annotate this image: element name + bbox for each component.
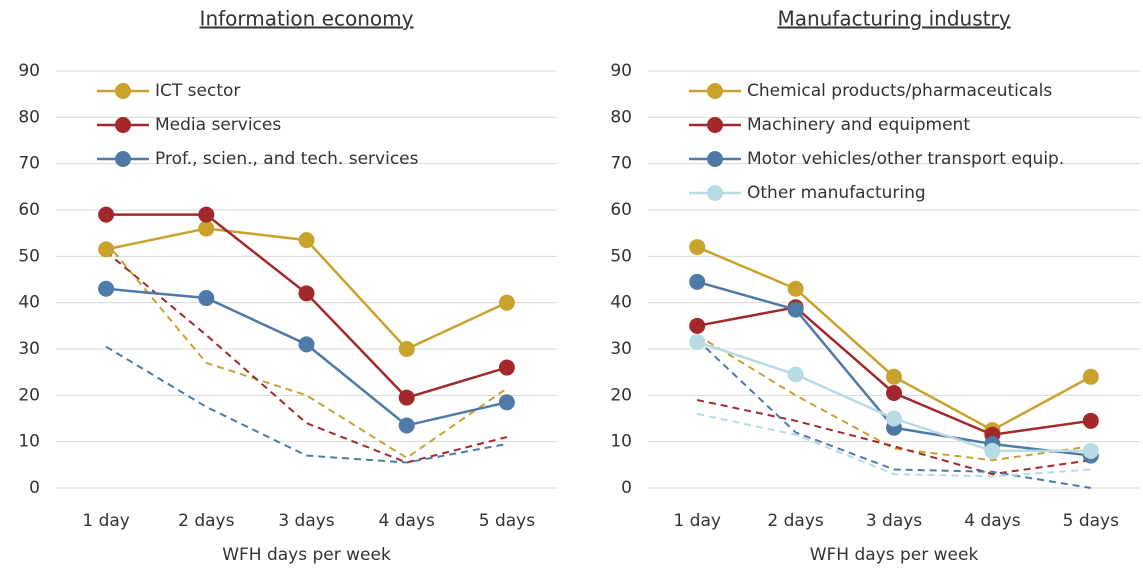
y-tick-label: 50 <box>18 246 40 266</box>
legend-marker <box>707 83 723 99</box>
x-axis-label: WFH days per week <box>810 545 979 565</box>
y-tick-label: 70 <box>18 154 40 174</box>
point <box>886 368 902 385</box>
x-tick-label: 2 days <box>767 511 823 531</box>
point <box>689 239 706 256</box>
x-tick-label: 2 days <box>178 511 234 531</box>
y-tick-label: 30 <box>610 339 632 359</box>
point <box>787 366 804 383</box>
point <box>98 241 115 258</box>
legend-label: Media services <box>155 115 281 135</box>
y-tick-label: 50 <box>610 246 632 266</box>
legend-marker <box>115 117 131 133</box>
legend-label: Other manufacturing <box>747 183 926 203</box>
y-tick-label: 60 <box>610 200 632 220</box>
point <box>298 285 315 302</box>
dashed-line <box>105 241 508 460</box>
x-tick-label: 1 day <box>82 511 130 531</box>
chart-title: Manufacturing industry <box>777 7 1010 31</box>
y-tick-label: 70 <box>610 154 632 174</box>
x-tick-label: 5 days <box>1063 511 1119 531</box>
legend-marker <box>707 185 723 201</box>
legend-marker <box>115 83 131 99</box>
x-tick-label: 1 day <box>673 511 721 531</box>
series-line <box>105 287 508 427</box>
x-tick-label: 4 days <box>379 511 435 531</box>
x-tick-label: 3 days <box>866 511 922 531</box>
point <box>198 220 215 237</box>
point <box>787 280 804 297</box>
y-tick-label: 10 <box>610 432 632 452</box>
y-tick-label: 40 <box>18 293 40 313</box>
dashed-line <box>696 412 1091 478</box>
point <box>984 442 1001 459</box>
y-tick-label: 80 <box>18 107 40 127</box>
y-tick-label: 90 <box>610 61 632 81</box>
x-axis-label: WFH days per week <box>222 545 391 565</box>
legend-label: Chemical products/pharmaceuticals <box>747 81 1052 101</box>
legend-label: Motor vehicles/other transport equip. <box>747 149 1064 169</box>
point <box>689 273 706 290</box>
series-line <box>696 245 1092 432</box>
y-tick-label: 0 <box>29 478 40 498</box>
x-tick-label: 3 days <box>278 511 334 531</box>
point <box>1082 412 1099 429</box>
x-tick-label: 4 days <box>964 511 1020 531</box>
point <box>398 341 415 357</box>
point <box>498 294 515 311</box>
y-tick-label: 20 <box>610 385 632 405</box>
legend-label: Machinery and equipment <box>747 115 970 135</box>
point <box>886 385 902 402</box>
dashed-line <box>696 398 1091 476</box>
dashed-line <box>696 339 1091 489</box>
legend-label: Prof., scien., and tech. services <box>155 149 419 169</box>
y-tick-label: 60 <box>18 200 40 220</box>
legend-marker <box>707 117 723 133</box>
point <box>198 206 215 223</box>
dashed-line <box>696 334 1091 462</box>
point <box>886 410 902 427</box>
point <box>498 359 515 376</box>
point <box>98 280 115 297</box>
point <box>1082 368 1099 385</box>
y-tick-label: 20 <box>18 385 40 405</box>
point <box>298 336 315 353</box>
y-tick-label: 40 <box>610 293 632 313</box>
dashed-line <box>105 250 508 464</box>
legend-marker <box>115 151 131 167</box>
point <box>498 394 515 411</box>
point <box>1082 442 1099 459</box>
y-tick-label: 0 <box>621 478 632 498</box>
point <box>689 317 706 334</box>
point <box>298 232 315 249</box>
point <box>98 206 115 223</box>
point <box>198 290 215 307</box>
point <box>398 417 415 434</box>
y-tick-label: 30 <box>18 339 40 359</box>
x-tick-label: 5 days <box>479 511 535 531</box>
y-tick-label: 10 <box>18 432 40 452</box>
legend-marker <box>707 151 723 167</box>
chart-title: Information economy <box>200 7 414 31</box>
point <box>787 301 804 318</box>
point <box>689 334 706 351</box>
y-tick-label: 90 <box>18 61 40 81</box>
dashed-line <box>105 345 508 464</box>
point <box>398 389 415 406</box>
y-tick-label: 80 <box>610 107 632 127</box>
legend-label: ICT sector <box>155 81 240 101</box>
